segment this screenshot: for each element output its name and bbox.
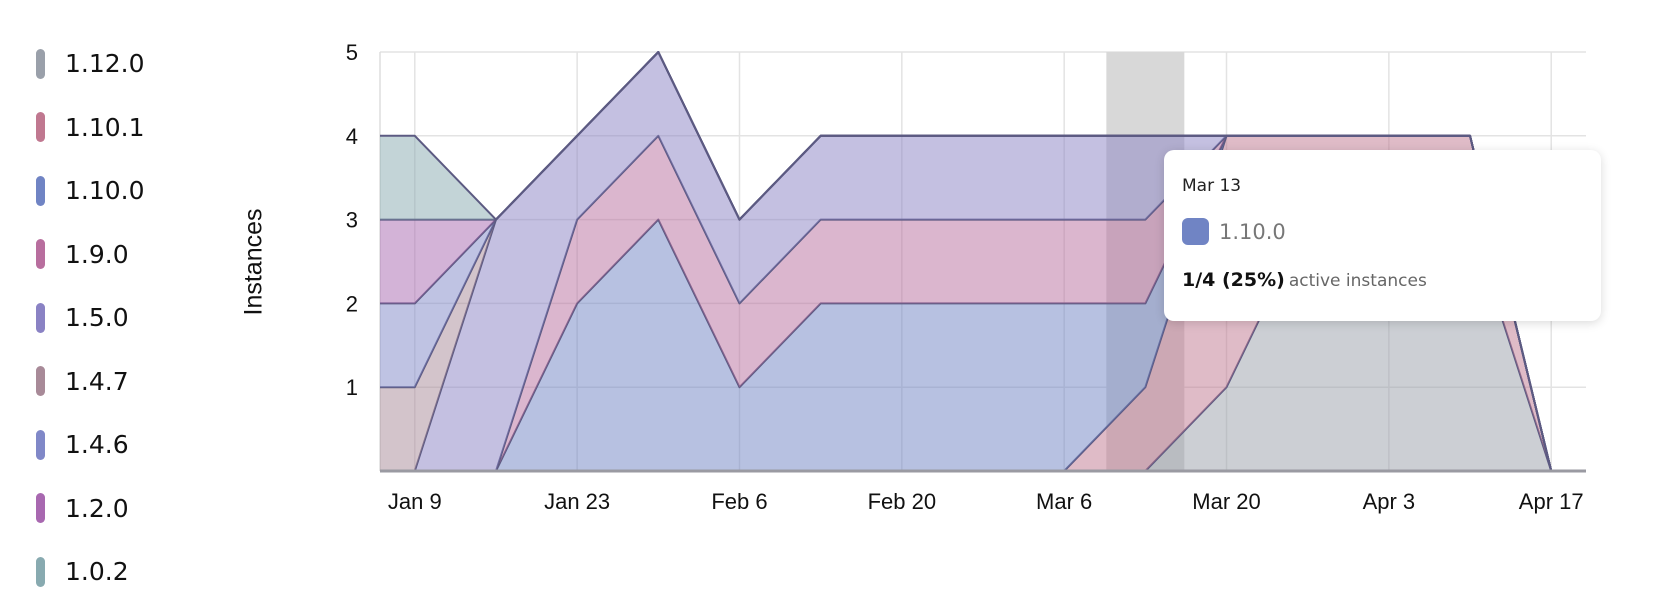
legend: 1.12.0 1.10.1 1.10.0 1.9.0 1.5.0 1.4.7 1.4.6 1.… bbox=[36, 32, 145, 604]
tooltip-series-swatch bbox=[1182, 218, 1209, 245]
x-tick-label: Mar 20 bbox=[1192, 489, 1260, 514]
tooltip-suffix: active instances bbox=[1288, 271, 1427, 291]
legend-item[interactable]: 1.10.1 bbox=[36, 96, 145, 160]
tooltip: Mar 13 1.10.0 1/4 (25%) active instances bbox=[1164, 150, 1601, 321]
legend-label: 1.4.7 bbox=[65, 366, 129, 396]
legend-item[interactable]: 1.4.6 bbox=[36, 413, 145, 477]
legend-item[interactable]: 1.2.0 bbox=[36, 477, 145, 541]
legend-swatch bbox=[36, 239, 45, 270]
x-tick-label: Apr 3 bbox=[1363, 489, 1416, 514]
tooltip-series-name: 1.10.0 bbox=[1219, 219, 1286, 244]
x-tick-label: Feb 6 bbox=[711, 489, 767, 514]
y-tick-label: 3 bbox=[346, 208, 358, 233]
legend-label: 1.10.0 bbox=[65, 176, 145, 206]
tooltip-date: Mar 13 bbox=[1182, 176, 1242, 196]
area-1-9-0 bbox=[380, 135, 1586, 472]
y-tick-label: 2 bbox=[346, 291, 358, 316]
area-1-5-0 bbox=[380, 52, 1586, 471]
x-tick-label: Feb 20 bbox=[868, 489, 937, 514]
x-tick-label: Jan 23 bbox=[544, 489, 610, 514]
legend-label: 1.4.6 bbox=[65, 430, 129, 460]
legend-label: 1.5.0 bbox=[65, 303, 129, 333]
y-tick-label: 1 bbox=[346, 375, 358, 400]
y-tick-label: 4 bbox=[346, 124, 358, 149]
legend-swatch bbox=[36, 112, 45, 143]
legend-item[interactable]: 1.10.0 bbox=[36, 159, 145, 223]
legend-label: 1.2.0 bbox=[65, 493, 129, 523]
legend-label: 1.9.0 bbox=[65, 239, 129, 269]
legend-swatch bbox=[36, 493, 45, 524]
legend-item[interactable]: 1.5.0 bbox=[36, 286, 145, 350]
legend-swatch bbox=[36, 556, 45, 587]
x-tick-label: Mar 6 bbox=[1036, 489, 1092, 514]
legend-item[interactable]: 1.9.0 bbox=[36, 223, 145, 287]
legend-label: 1.10.1 bbox=[65, 112, 145, 142]
tooltip-value: 1/4 (25%) bbox=[1182, 269, 1285, 291]
x-tick-label: Apr 17 bbox=[1519, 489, 1584, 514]
legend-item[interactable]: 1.12.0 bbox=[36, 32, 145, 96]
legend-swatch bbox=[36, 175, 45, 206]
y-tick-label: 5 bbox=[346, 40, 358, 65]
legend-label: 1.12.0 bbox=[65, 49, 145, 79]
legend-swatch bbox=[36, 429, 45, 460]
legend-label: 1.0.2 bbox=[65, 557, 129, 587]
line-1-0-2 bbox=[380, 51, 1586, 472]
legend-swatch bbox=[36, 366, 45, 397]
legend-item[interactable]: 1.4.7 bbox=[36, 350, 145, 414]
legend-swatch bbox=[36, 48, 45, 79]
x-tick-label: Jan 9 bbox=[388, 489, 442, 514]
legend-swatch bbox=[36, 302, 45, 333]
legend-item[interactable]: 1.0.2 bbox=[36, 540, 145, 604]
